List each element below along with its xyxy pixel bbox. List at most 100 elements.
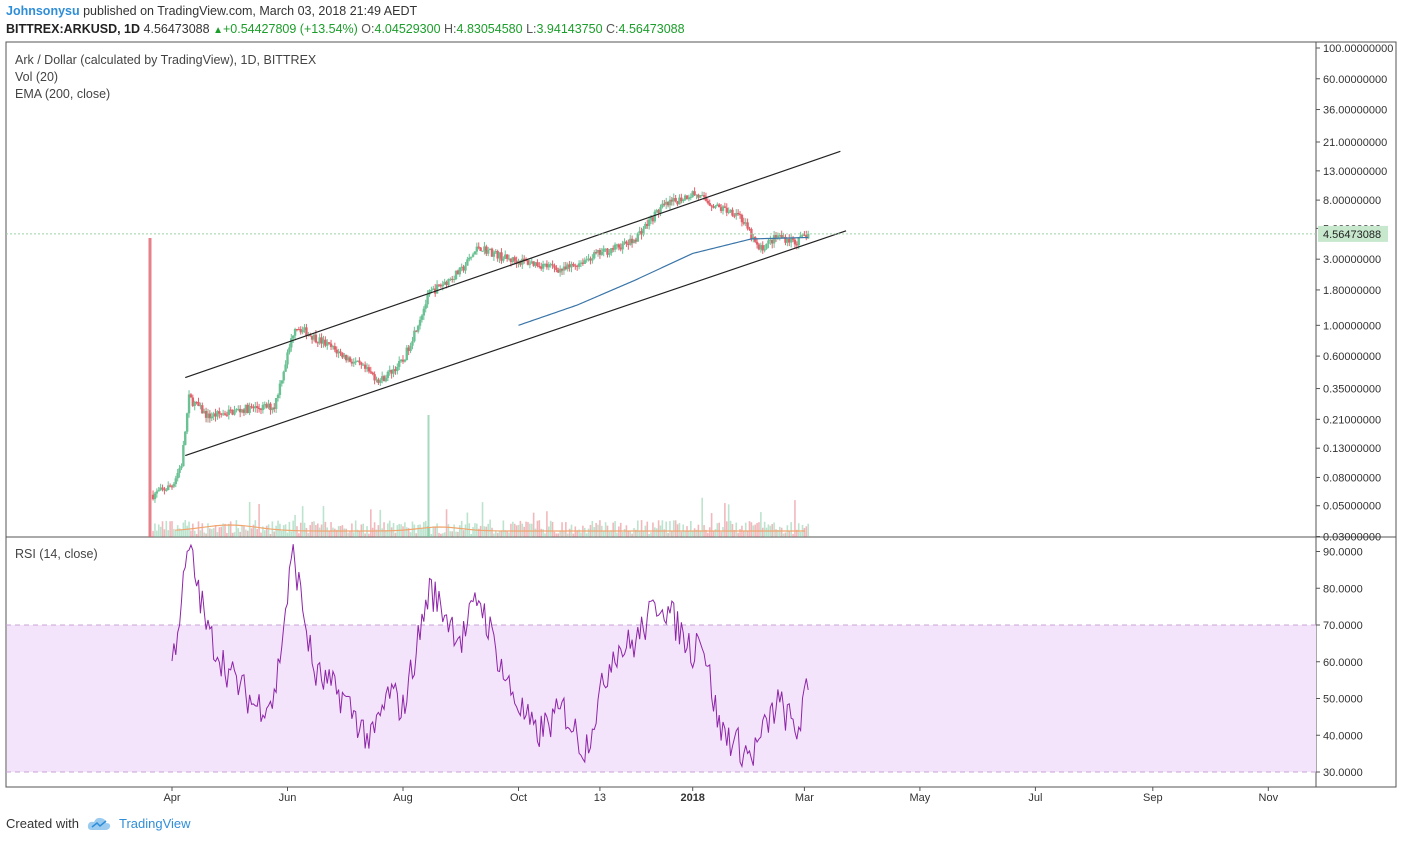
candle-body xyxy=(757,244,761,250)
candle-body xyxy=(191,397,195,406)
volume-bar xyxy=(714,529,717,537)
last-price-label: 4.56473088 xyxy=(1323,229,1381,241)
candle-body xyxy=(282,371,285,381)
volume-bar xyxy=(330,522,332,537)
volume-bar xyxy=(593,527,596,537)
candle-body xyxy=(714,206,717,208)
candle-body xyxy=(415,330,418,332)
candle-body xyxy=(327,342,331,344)
candle-body xyxy=(538,266,541,268)
volume-bar xyxy=(652,522,654,537)
volume-bar xyxy=(246,530,249,537)
volume-bar xyxy=(788,530,791,537)
volume-bar xyxy=(388,520,391,537)
candle-body xyxy=(416,325,420,332)
candle-body xyxy=(445,281,448,286)
candle-body xyxy=(806,233,810,239)
low-value: 3.94143750 xyxy=(536,22,603,36)
price-tick-label: 8.00000000 xyxy=(1323,195,1381,207)
candle-body xyxy=(432,288,435,290)
volume-bar xyxy=(725,521,728,537)
ema-legend: EMA (200, close) xyxy=(15,87,111,101)
candle-body xyxy=(373,374,376,381)
candles xyxy=(151,187,810,503)
volume-bar xyxy=(457,531,459,537)
candle-body xyxy=(793,239,797,245)
candle-body xyxy=(202,410,206,414)
volume-bar xyxy=(402,526,404,537)
candle-body xyxy=(672,198,675,202)
volume-bar xyxy=(684,530,686,537)
rsi-tick-label: 80.0000 xyxy=(1323,583,1363,595)
candle-body xyxy=(394,369,397,372)
candle-body xyxy=(398,361,401,367)
volume-bar xyxy=(618,526,620,537)
author-link[interactable]: Johnsonysu xyxy=(6,4,80,18)
volume-legend: Vol (20) xyxy=(15,70,59,84)
volume-bar xyxy=(174,530,177,537)
volume-bar xyxy=(294,514,296,537)
volume-bar xyxy=(534,528,537,537)
volume-bar xyxy=(612,522,614,537)
candle-body xyxy=(725,207,728,213)
rsi-tick-label: 70.0000 xyxy=(1323,620,1363,632)
volume-bar xyxy=(447,524,450,537)
rsi-tick-label: 60.0000 xyxy=(1323,657,1363,669)
candle-body xyxy=(326,342,329,346)
volume-bar xyxy=(226,532,228,537)
candle-body xyxy=(382,376,386,382)
candle-body xyxy=(693,191,696,196)
candle-body xyxy=(689,196,693,198)
volume-bar xyxy=(485,526,488,537)
candle-body xyxy=(723,206,727,208)
candle-body xyxy=(778,235,781,237)
volume-bar xyxy=(718,522,721,537)
volume-bar xyxy=(549,520,552,537)
volume-bar xyxy=(281,530,283,537)
volume-bar xyxy=(576,530,578,537)
price-tick-label: 100.00000000 xyxy=(1323,43,1393,55)
candle-body xyxy=(365,367,369,369)
open-value: 4.04529300 xyxy=(374,22,441,36)
candle-body xyxy=(733,215,736,217)
candle-body xyxy=(428,290,431,295)
volume-bar xyxy=(343,528,346,537)
tradingview-cloud-icon xyxy=(87,817,111,830)
candle-body xyxy=(761,245,764,251)
tradingview-link[interactable]: TradingView xyxy=(118,816,191,831)
candle-body xyxy=(632,239,636,244)
volume-bar xyxy=(796,529,798,537)
candle-body xyxy=(670,199,674,202)
candle-body xyxy=(206,413,210,418)
volume-bar xyxy=(691,531,694,537)
volume-bar xyxy=(525,521,527,537)
candle-body xyxy=(447,279,450,286)
candle-body xyxy=(358,360,361,363)
volume-bar xyxy=(521,523,524,537)
volume-bar xyxy=(237,528,240,537)
volume-bar xyxy=(780,527,783,537)
volume-bar xyxy=(269,533,272,537)
volume-bar xyxy=(775,529,777,537)
volume-bar xyxy=(292,520,294,537)
volume-bar xyxy=(157,524,160,537)
volume-bar xyxy=(491,527,493,537)
candle-body xyxy=(362,364,365,366)
candle-body xyxy=(350,361,354,364)
price-tick-label: 0.21000000 xyxy=(1323,414,1381,426)
candle-body xyxy=(333,346,337,350)
volume-bar xyxy=(243,526,245,537)
chart-title: Ark / Dollar (calculated by TradingView)… xyxy=(15,53,317,67)
volume-bar xyxy=(167,530,170,537)
volume-bar xyxy=(424,520,427,537)
candle-body xyxy=(655,210,658,212)
volume-bar xyxy=(648,533,650,537)
candle-body xyxy=(256,406,259,408)
candle-body xyxy=(640,231,643,235)
candle-body xyxy=(257,407,261,410)
volume-bar xyxy=(667,532,669,537)
candle-body xyxy=(227,409,231,415)
volume-bar xyxy=(358,530,361,537)
volume-bar xyxy=(758,522,760,537)
